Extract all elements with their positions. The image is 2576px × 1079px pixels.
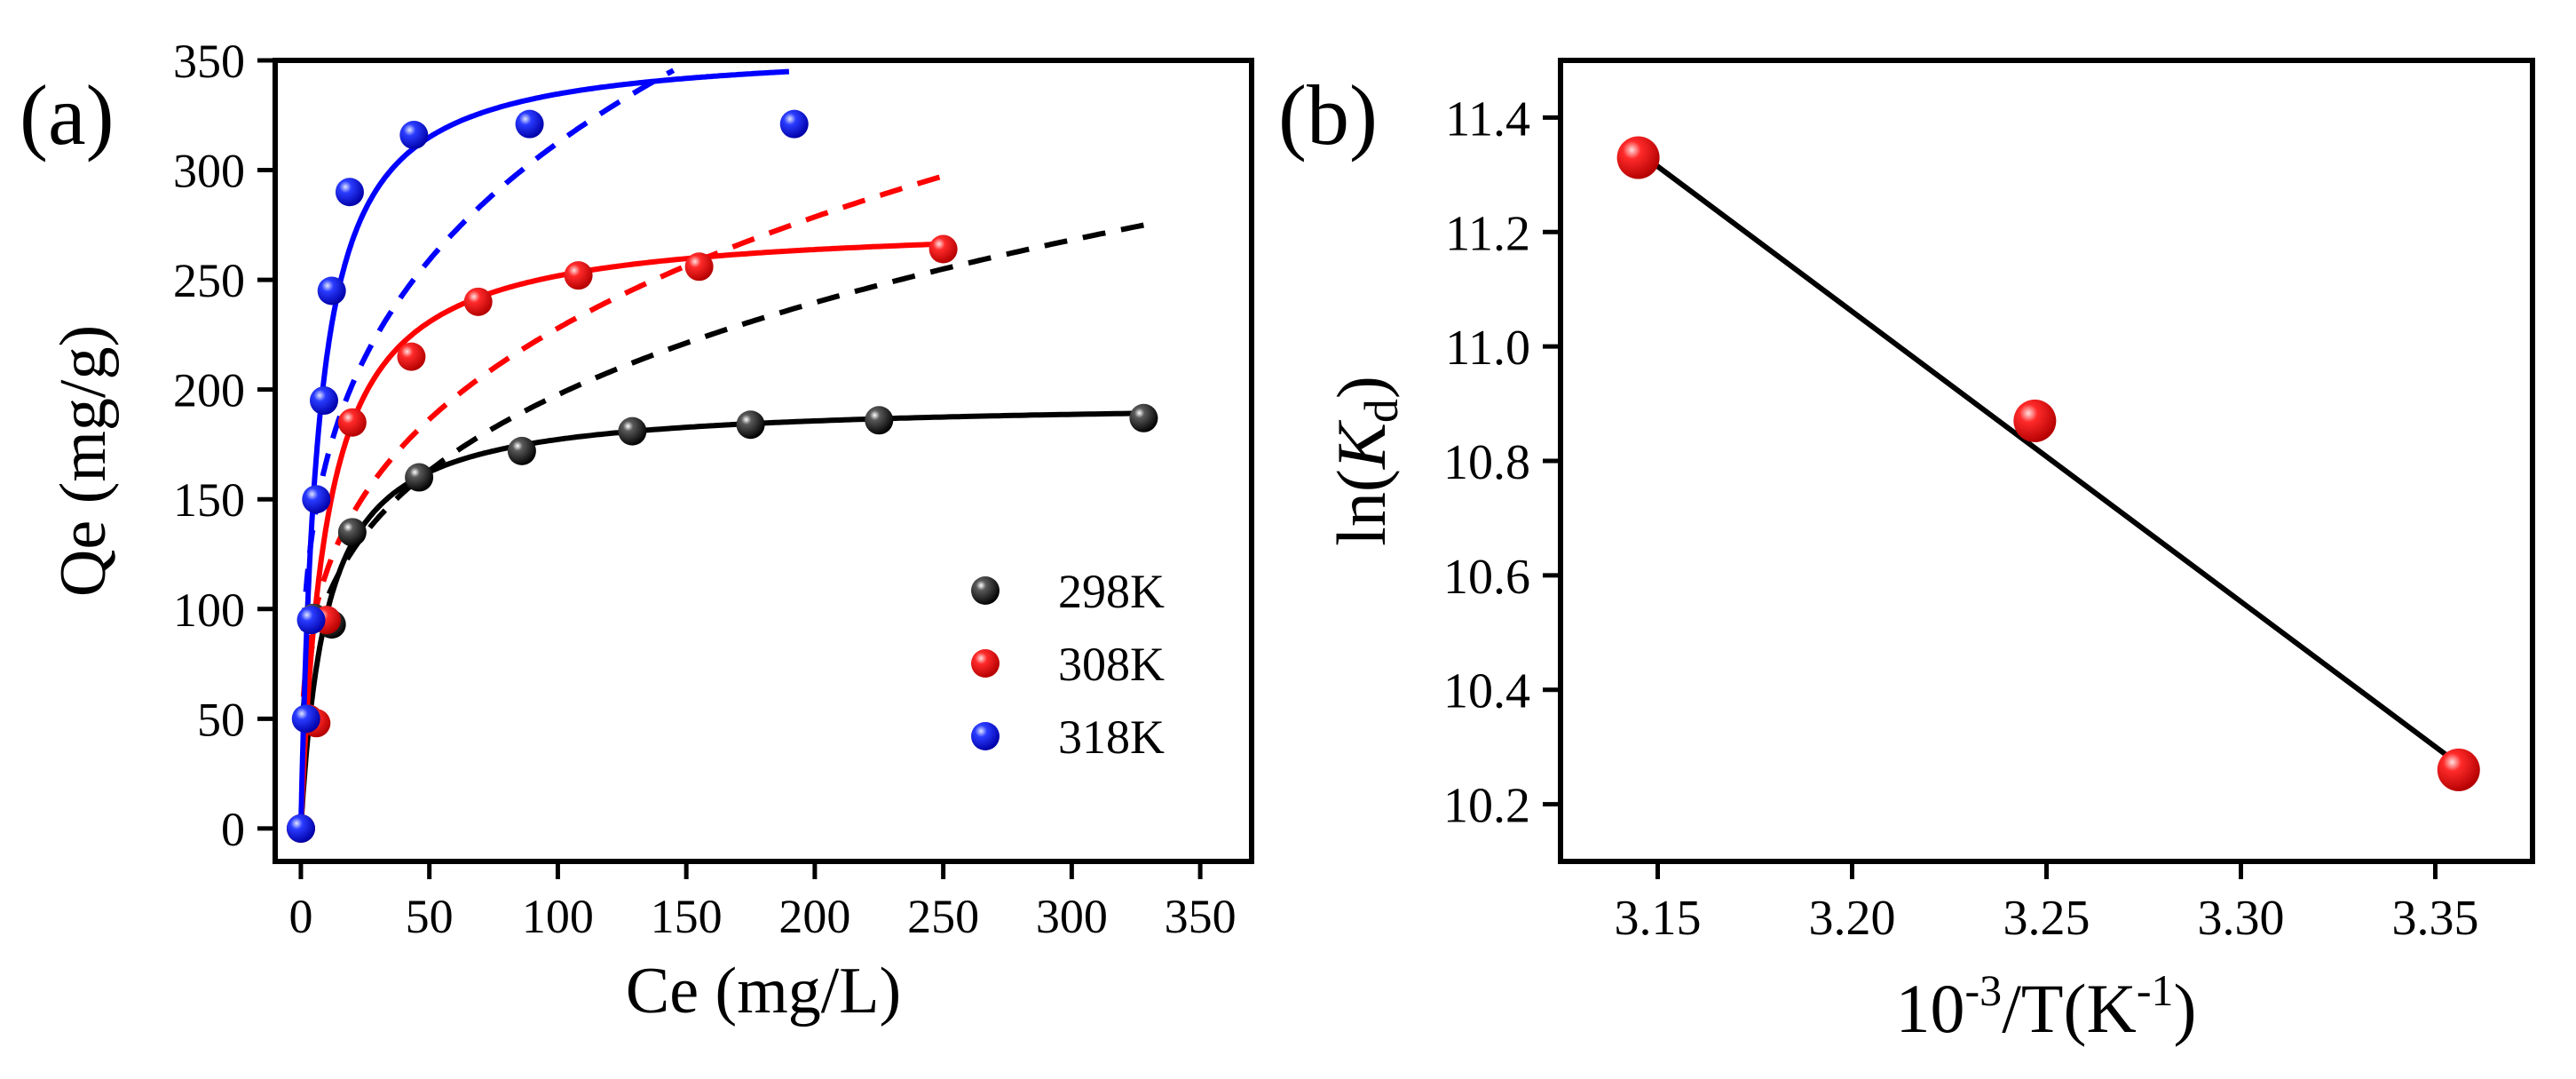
data-point-308K [463, 287, 493, 316]
legend-label-308K: 308K [1058, 638, 1165, 691]
data-point-318K [310, 386, 338, 416]
y-axis-label-b: ln(Kd) [1323, 376, 1408, 546]
legend-marker-298K [971, 576, 1000, 605]
data-point-318K [515, 109, 544, 139]
x-axis-label-b-base: 10 [1896, 970, 1965, 1047]
x-tick-label-b: 3.15 [1615, 891, 1702, 946]
data-point-318K [335, 178, 364, 207]
panel-a: (a) 0 50 100 150 200 250 300 350 0 50 100 150 200 250… [20, 35, 1254, 1027]
x-tick-label-a: 250 [907, 890, 979, 943]
fit-solid-308K [298, 241, 944, 830]
data-point-308K [397, 342, 426, 371]
panel-a-label: (a) [20, 67, 115, 163]
data-point-308K [684, 252, 714, 282]
y-tick-label-b: 11.0 [1445, 321, 1530, 376]
data-point-318K [302, 485, 331, 514]
plot-frame-b [1558, 58, 2535, 864]
fit-dashed-298K [300, 222, 1145, 708]
x-tick-label-a: 0 [288, 890, 312, 943]
x-axis-label-b-end: ) [2173, 970, 2196, 1047]
x-axis-label-b-mid: /T(K [2002, 970, 2137, 1047]
axes-ticks-b: 3.15 3.20 3.25 3.30 3.35 10.2 10.4 10.6 10.8 11.0… [1443, 91, 2479, 946]
y-tick-label-a: 0 [221, 803, 245, 856]
y-axis-label-b-base: ln( [1323, 469, 1400, 546]
data-point-298K [1129, 403, 1158, 432]
x-tick-label-a: 350 [1165, 890, 1237, 943]
x-tick-label-a: 300 [1036, 890, 1108, 943]
y-tick-label-a: 50 [197, 693, 245, 746]
y-axis-label-b-sub: d [1355, 399, 1408, 423]
y-tick-label-b: 10.6 [1443, 550, 1530, 605]
data-point-298K [736, 410, 765, 440]
data-point-298K [337, 518, 367, 547]
data-point-298K [618, 417, 647, 446]
data-point-b [2437, 748, 2480, 791]
legend-marker-308K [971, 649, 1000, 678]
linear-fit-line [1636, 149, 2461, 766]
y-axis-label-a: Qe (mg/g) [47, 325, 120, 597]
legend-marker-318K [971, 722, 1000, 750]
data-points-b [1616, 136, 2480, 791]
x-tick-label-b: 3.25 [2003, 891, 2090, 946]
data-point-318K [317, 276, 346, 305]
data-point-b [2013, 399, 2057, 442]
fit-solid-318K [298, 68, 790, 830]
data-point-318K [296, 606, 326, 635]
y-tick-label-b: 11.2 [1445, 206, 1530, 261]
data-point-308K [564, 261, 593, 290]
fit-dashed-308K [300, 171, 950, 697]
y-tick-label-a: 350 [173, 35, 245, 88]
data-point-298K [507, 436, 536, 465]
y-tick-label-b: 10.4 [1443, 664, 1530, 719]
y-tick-label-b: 10.2 [1443, 779, 1530, 834]
x-tick-label-a: 200 [778, 890, 850, 943]
x-axis-label-b-exp: -3 [1965, 965, 2003, 1015]
legend-a: 298K 308K 318K [971, 565, 1165, 764]
data-point-298K [865, 406, 894, 435]
y-tick-label-a: 200 [173, 364, 245, 417]
data-point-318K [399, 121, 429, 150]
x-axis-label-a: Ce (mg/L) [626, 955, 901, 1027]
y-tick-label-a: 250 [173, 254, 245, 307]
x-tick-label-b: 3.35 [2392, 891, 2479, 946]
x-tick-label-b: 3.30 [2198, 891, 2285, 946]
y-tick-label-b: 10.8 [1443, 435, 1530, 490]
fit-line-b [1636, 149, 2461, 766]
x-axis-label-b-exp2: -1 [2137, 965, 2174, 1015]
panel-b: (b) 3.15 3.20 3.25 3.30 3.35 10.2 10.4 10.6 10.8… [1278, 58, 2535, 1047]
fit-curves-a [298, 67, 1145, 831]
axes-ticks-a: 0 50 100 150 200 250 300 350 0 50 100 150 200 250 300 3… [173, 35, 1237, 943]
data-point-308K [928, 234, 958, 264]
legend-label-318K: 318K [1058, 710, 1165, 764]
data-point-298K [405, 463, 434, 492]
y-tick-label-a: 100 [173, 583, 245, 637]
panel-b-label: (b) [1278, 67, 1378, 163]
fit-dashed-318K [300, 67, 676, 632]
x-axis-label-b: 10-3/T(K-1) [1896, 965, 2197, 1047]
x-tick-label-a: 150 [651, 890, 723, 943]
x-tick-label-a: 50 [406, 890, 454, 943]
y-axis-label-b-end: ) [1323, 376, 1400, 399]
x-tick-label-a: 100 [522, 890, 594, 943]
y-axis-label-b-k: K [1323, 419, 1400, 470]
data-point-b [1616, 136, 1660, 179]
data-point-308K [337, 408, 367, 437]
legend-label-298K: 298K [1058, 565, 1165, 618]
x-tick-label-b: 3.20 [1809, 891, 1896, 946]
data-point-318K [291, 704, 320, 734]
y-tick-label-a: 150 [173, 473, 245, 527]
y-tick-label-b: 11.4 [1445, 91, 1530, 147]
data-point-318K [286, 813, 315, 843]
plot-frame-a [273, 58, 1254, 864]
data-points-a [286, 109, 1158, 843]
data-point-318K [779, 109, 809, 139]
y-tick-label-a: 300 [173, 145, 245, 198]
